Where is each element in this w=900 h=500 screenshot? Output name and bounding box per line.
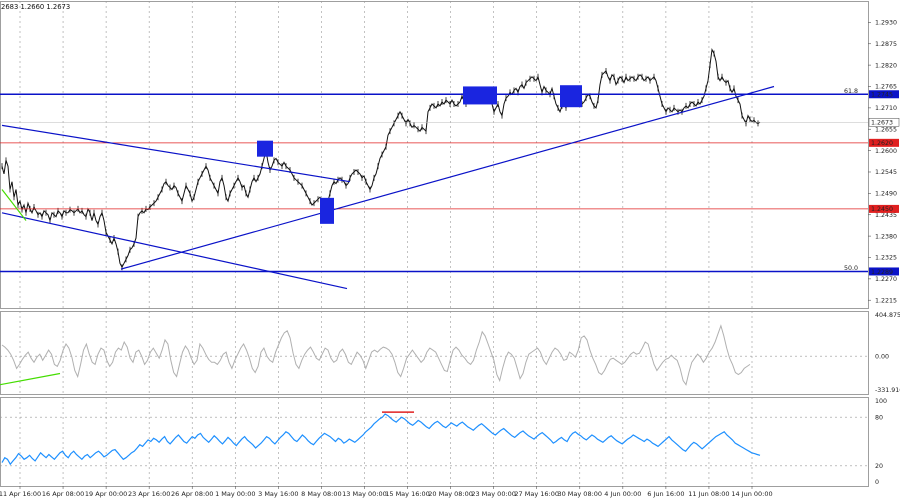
y-tick-label: 1.2600 (875, 148, 897, 155)
x-tick-label: 13 May 00:00 (342, 490, 387, 498)
x-tick-label: 26 Apr 08:00 (171, 490, 213, 498)
x-tick-label: 8 May 08:00 (301, 490, 341, 498)
y-tick-label: 1.2820 (875, 62, 897, 69)
price-axis: 1.29301.28751.28201.27651.27101.26551.26… (868, 20, 900, 486)
ohlc-header-text: 2683 1.2660 1.2673 (1, 3, 70, 11)
current-price-tag (868, 117, 900, 127)
grid-layer (0, 1, 869, 487)
trend-line[interactable] (1, 124, 351, 183)
y-tick-label: 1.2270 (875, 276, 897, 283)
x-tick-label: 14 Jun 00:00 (731, 490, 772, 498)
rsi-indicator-panel[interactable] (0, 411, 868, 467)
rsi-tick-label: 100 (875, 398, 887, 405)
rsi-line (1, 413, 761, 466)
cci-line (1, 324, 751, 386)
level-price-tag (869, 90, 899, 99)
x-tick-label: 6 Jun 16:00 (647, 490, 684, 498)
x-tick-label: 20 May 08:00 (428, 490, 473, 498)
signal-marker[interactable] (463, 86, 497, 105)
trend-line[interactable] (1, 212, 348, 290)
time-axis: 11 Apr 16:00 16 Apr 08:00 19 Apr 00:00 23 A… (0, 486, 773, 498)
y-tick-label: 1.2765 (875, 84, 897, 91)
x-tick-label: 1 May 00:00 (215, 490, 255, 498)
cci-panel-frame (0, 311, 869, 395)
rsi-panel-frame (0, 397, 869, 487)
cci-tick-label: 0.00 (875, 353, 889, 360)
x-tick-label: 11 Apr 16:00 (0, 490, 41, 498)
x-tick-label: 30 May 08:00 (557, 490, 602, 498)
level-price-tag (869, 138, 899, 147)
trend-line[interactable] (120, 85, 775, 270)
y-tick-label: 1.2710 (875, 105, 897, 112)
y-tick-label: 1.2380 (875, 233, 897, 240)
level-price-tag (869, 204, 899, 213)
level-price-label: 1.2620 (871, 140, 893, 147)
level-price-label: 1.2289 (871, 269, 893, 276)
main-price-panel[interactable]: 61.8 50.0 (0, 47, 868, 290)
x-tick-label: 23 May 00:00 (471, 490, 516, 498)
cci-trend-line[interactable] (0, 372, 61, 386)
level-price-label: 1.2450 (871, 206, 893, 213)
y-tick-label: 1.2435 (875, 212, 897, 219)
x-tick-label: 15 May 16:00 (385, 490, 430, 498)
signal-marker[interactable] (257, 140, 273, 157)
rsi-tick-label: 80 (875, 414, 883, 421)
signal-marker[interactable] (320, 197, 334, 224)
level-price-label: 1.2745 (871, 92, 893, 99)
y-tick-label: 1.2215 (875, 297, 897, 304)
x-tick-label: 3 May 16:00 (258, 490, 298, 498)
rsi-tick-label: 0 (875, 479, 879, 486)
level-price-tag (869, 267, 899, 276)
x-tick-label: 27 May 16:00 (514, 490, 559, 498)
main-panel-frame (0, 1, 869, 309)
cci-tick-label: -331.9169 (875, 387, 900, 394)
rsi-tick-label: 20 (875, 463, 883, 470)
x-tick-label: 16 Apr 08:00 (42, 490, 84, 498)
y-tick-label: 1.2490 (875, 191, 897, 198)
current-price-label: 1.2673 (871, 120, 893, 127)
y-tick-label: 1.2875 (875, 41, 897, 48)
x-tick-label: 11 Jun 08:00 (688, 490, 729, 498)
x-tick-label: 23 Apr 16:00 (128, 490, 170, 498)
y-tick-label: 1.2655 (875, 126, 897, 133)
x-tick-label: 19 Apr 00:00 (85, 490, 127, 498)
signal-marker[interactable] (560, 85, 582, 108)
y-tick-label: 1.2545 (875, 169, 897, 176)
y-tick-label: 1.2930 (875, 20, 897, 27)
trend-line[interactable] (1, 189, 27, 221)
fibonacci-level-label: 50.0 (844, 265, 858, 272)
fibonacci-level-label: 61.8 (844, 88, 858, 95)
cci-tick-label: 404.8759 (875, 312, 900, 319)
y-tick-label: 1.2325 (875, 255, 897, 262)
x-tick-label: 4 Jun 00:00 (604, 490, 641, 498)
cci-indicator-panel[interactable] (0, 324, 868, 386)
